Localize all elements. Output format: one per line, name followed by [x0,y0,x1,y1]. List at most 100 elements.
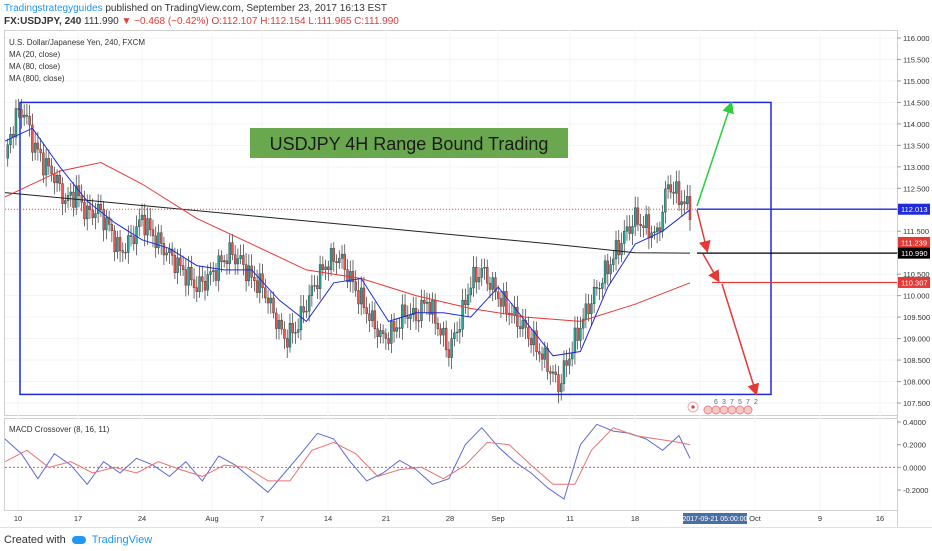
candle-body [80,195,83,203]
candle-body [669,184,673,193]
candle-body [85,205,89,220]
flag-4-icon[interactable] [727,405,737,415]
range-box [19,101,772,396]
candle-body [107,217,111,225]
candle-body [644,214,648,228]
time-axis[interactable]: 101724Aug7142128Sep111825Oct916 [14,514,884,523]
candle-body [343,253,346,270]
candle-body [159,232,163,244]
flag-3-icon[interactable] [719,405,729,415]
candle-body [206,274,209,291]
flag-6-icon[interactable] [743,405,753,415]
candle-body [417,320,420,322]
crosshair-date-text: 2017-09-21 05:00:00 [683,516,748,523]
candle-body [94,213,97,218]
candle-body [135,226,138,245]
candle-body [168,248,171,254]
candle-body [453,332,456,339]
candle-body [176,257,179,273]
candle-body [527,327,530,339]
macd-tick-label: 0.2000 [903,441,926,450]
event-dot-center-icon [691,405,695,409]
candle-body [138,219,141,228]
candle-body [521,320,525,329]
event-count-d: 5 [738,399,742,406]
candle-body [165,252,168,256]
candle-body [612,258,615,265]
candle-body [250,265,253,278]
x-tick-label: 21 [382,514,390,523]
candle-body [390,321,393,344]
candle-body [499,298,503,307]
price-axis[interactable]: 116.000 115.500 115.000 114.500 114.000 113.5… [897,34,930,408]
candle-body [310,285,314,296]
ma80-price-tag [898,276,930,288]
publish-info: Tradingstrategyguides published on Tradi… [4,3,387,14]
event-markers[interactable]: 6 3 7 5 7 2 [687,399,758,415]
candle-body [313,285,316,287]
arrow-down-1 [696,209,711,253]
flag-5-icon[interactable] [735,405,745,415]
candle-body [658,227,662,232]
candle-body [214,270,218,281]
price-change: ▼ −0.468 (−0.42%) [121,16,209,27]
arrow-down-2 [702,253,720,283]
y-tick-label: 115.500 [903,55,930,64]
candle-body [376,328,379,337]
candle-body [568,358,571,366]
candle-body [58,175,61,184]
x-tick-label: 9 [818,514,822,523]
publisher-link[interactable]: Tradingstrategyguides [4,3,103,14]
candle-body [688,196,692,220]
candle-body [269,297,272,304]
event-count-b: 3 [722,399,726,406]
candle-body [379,330,382,337]
candle-body [220,255,223,263]
candle-body [75,185,78,208]
candle-body [425,301,429,304]
macd-pane-frame [4,418,898,511]
candle-body [25,114,29,117]
tradingview-brand[interactable]: TradingView [91,534,153,546]
candle-body [683,201,686,205]
candle-body [458,329,462,333]
y-tick-label: 110.500 [903,270,930,279]
candle-body [121,250,125,253]
flag-1-icon[interactable] [703,405,713,415]
candle-body [507,312,511,315]
candle-body [9,133,12,146]
macd-line [4,423,691,500]
candle-body [551,371,555,374]
candle-body [116,237,119,252]
candle-body [102,209,105,231]
candle-body [201,276,204,282]
candle-body [532,330,536,346]
candle-body [447,349,451,358]
price-chart[interactable]: U.S. Dollar/Japanese Yen, 240, FXCM MA (… [0,30,932,527]
candle-body [184,269,188,286]
candle-body [535,330,538,352]
flag-2-icon[interactable] [711,405,721,415]
candle-body [324,266,327,270]
candle-body [579,327,582,341]
macd-axis[interactable]: 0.4000 0.2000 0.0000 -0.2000 [897,418,928,495]
y-tick-label: 107.500 [903,399,930,408]
candle-body [680,201,683,205]
candle-body [480,267,483,278]
candle-body [444,327,448,350]
candle-body [655,227,659,233]
candle-body [486,267,489,284]
candle-body [686,196,689,205]
candle-body [146,218,149,236]
legend-instrument: U.S. Dollar/Japanese Yen, 240, FXCM [9,38,145,47]
ohlc-values: O:112.107 H:112.154 L:111.965 C:111.990 [211,16,399,27]
candle-body [209,271,212,275]
candle-body [439,328,442,336]
candle-body [242,255,245,265]
x-tick-label: 14 [324,514,332,523]
x-tick-label: 28 [446,514,454,523]
candle-body [414,308,418,321]
candle-body [239,255,242,259]
candle-body [113,230,116,252]
arrow-down-3 [721,283,760,396]
